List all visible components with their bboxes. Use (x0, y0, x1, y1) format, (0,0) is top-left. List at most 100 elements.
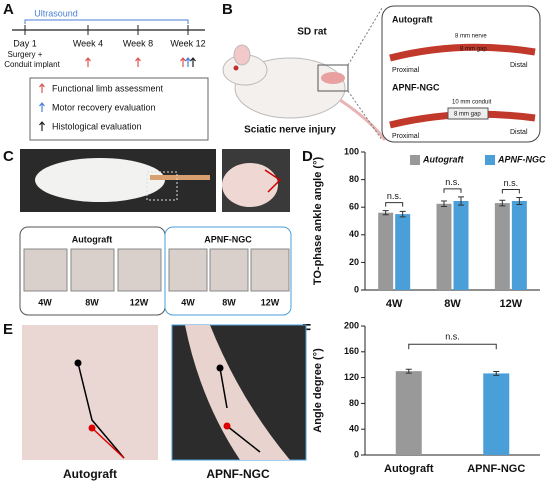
thumbnail (209, 248, 249, 292)
legend-swatch (485, 155, 495, 165)
y-tick-label: 40 (349, 229, 359, 239)
paw-photo (222, 163, 278, 207)
x-tick-label: 8W (444, 298, 461, 310)
time-label: Day 1 (13, 38, 37, 48)
thumbnail (117, 248, 162, 292)
error-bar (516, 197, 523, 205)
error-bar (405, 368, 412, 374)
group-name: Autograft (392, 14, 433, 24)
annotation: n.s. (445, 177, 460, 187)
zoom-box (146, 171, 178, 201)
arrow (180, 57, 186, 67)
y-tick-label: 40 (349, 424, 359, 434)
rat-tail (339, 98, 387, 141)
illustration: SD rat Sciatic nerve injury Autograft 8 … (222, 5, 541, 143)
photo-panel: Autograft APNF-NGC (22, 324, 307, 481)
significance-bracket (501, 189, 520, 194)
arrow (185, 57, 191, 67)
illustration-title: SD rat (297, 27, 327, 38)
error-bar (382, 210, 389, 216)
detail-box (381, 5, 541, 143)
y-tick-label: 80 (349, 174, 359, 184)
timepoint-label: 8W (85, 297, 99, 307)
y-tick-label: 120 (344, 372, 359, 382)
panel-label: A (3, 1, 14, 18)
joint-marker (223, 422, 231, 430)
nerve (389, 43, 536, 62)
zoom-line (347, 90, 383, 141)
timeline: Ultrasound Day 1 Week 4 Week 8 Week 12 S… (4, 8, 209, 141)
x-tick-label: 12W (500, 298, 523, 310)
y-tick-label: 100 (344, 146, 359, 156)
arrow (39, 83, 45, 93)
rat-eye (233, 65, 239, 71)
bar (395, 214, 411, 290)
thumbnail (70, 248, 115, 292)
panel-label: D (302, 148, 313, 165)
y-tick-label: 20 (349, 257, 359, 267)
y-tick-label: 0 (354, 284, 359, 294)
angle-marker (264, 169, 282, 193)
thumbnail (250, 248, 290, 292)
panel-label: C (3, 148, 14, 165)
error-bar (399, 210, 406, 218)
group-name: APNF-NGC (204, 234, 252, 244)
zoom-line (347, 7, 383, 66)
y-axis-label: TO-phase ankle angle (°) (312, 157, 324, 286)
angle-marker (91, 427, 125, 459)
bar (483, 373, 510, 455)
nerve-label: 8 mm nerve (455, 34, 487, 40)
photo-label: Autograft (63, 467, 117, 481)
y-tick-label: 160 (344, 346, 359, 356)
significance-bracket (443, 188, 462, 193)
y-tick-label: 0 (354, 449, 359, 459)
legend-entry: Functional limb assessment (52, 83, 164, 93)
photo (22, 325, 158, 460)
annotation: n.s. (504, 178, 519, 188)
direction-label: Proximal (392, 133, 420, 140)
conduit (447, 107, 489, 120)
timepoint-label: 12W (261, 297, 280, 307)
legend-box (29, 77, 209, 141)
arrow (190, 57, 196, 67)
arrow (39, 102, 45, 112)
time-note: Conduit implant (4, 60, 60, 69)
rat-photo (35, 158, 165, 202)
panel-label: E (3, 321, 13, 338)
time-label: Week 12 (170, 38, 205, 48)
error-bar (493, 370, 500, 376)
error-bar (458, 196, 464, 206)
joint-marker (216, 364, 224, 372)
legend-entry: APNF-NGC (497, 154, 546, 164)
error-bar (499, 199, 506, 207)
group-name: Autograft (72, 234, 113, 244)
bar (378, 212, 394, 290)
nerve-label: 8 mm gap (454, 112, 481, 118)
angle-marker (77, 362, 125, 459)
legend-swatch (410, 155, 420, 165)
bar (453, 200, 469, 290)
direction-label: Proximal (392, 67, 420, 74)
photo-label: APNF-NGC (206, 467, 270, 481)
y-axis-label: Angle degree (°) (312, 348, 324, 433)
arrow (85, 57, 91, 67)
significance-bracket (408, 343, 497, 350)
thumbnail (168, 248, 208, 292)
nerve-label: 10 mm conduit (452, 100, 492, 106)
direction-label: Distal (510, 62, 528, 69)
direction-label: Distal (510, 129, 528, 136)
angle-marker (219, 367, 261, 453)
injury-label: Sciatic nerve injury (244, 125, 336, 136)
error-bar (441, 200, 447, 208)
bracket-label: Ultrasound (34, 8, 78, 18)
timepoint-label: 8W (222, 297, 236, 307)
incision (321, 72, 345, 84)
joint-marker (74, 359, 82, 367)
bar (494, 203, 510, 290)
annotation: n.s. (387, 191, 402, 201)
timepoint-label: 4W (181, 297, 195, 307)
zoom-box (317, 64, 349, 92)
timepoint-label: 12W (130, 297, 149, 307)
ultrasound-bracket (24, 19, 189, 24)
